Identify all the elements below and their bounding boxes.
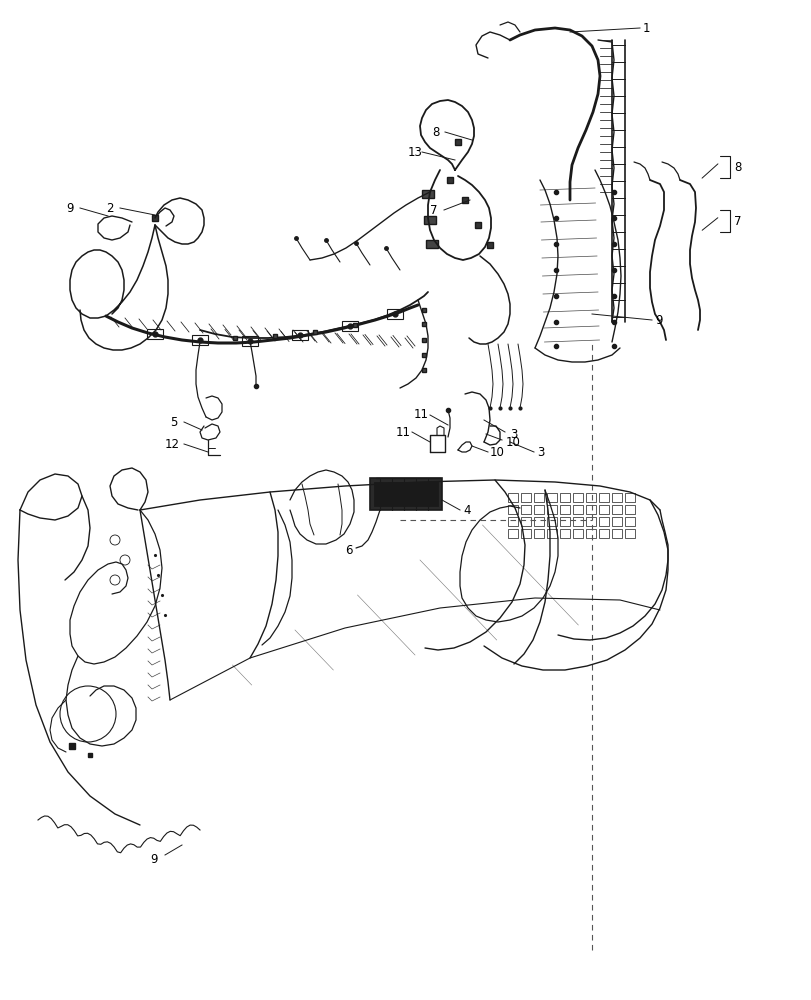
Text: 3: 3 xyxy=(536,446,543,458)
Bar xyxy=(586,493,595,502)
Bar xyxy=(191,335,208,345)
Bar xyxy=(547,493,556,502)
Text: 9: 9 xyxy=(66,202,74,215)
Bar xyxy=(341,321,358,331)
Bar xyxy=(560,493,569,502)
Text: 7: 7 xyxy=(430,204,437,217)
Bar xyxy=(534,517,543,526)
Bar xyxy=(292,330,307,340)
Bar xyxy=(611,493,621,502)
Bar xyxy=(147,329,163,339)
Bar xyxy=(242,336,258,346)
Bar xyxy=(547,505,556,514)
Text: 2: 2 xyxy=(106,202,114,215)
Bar xyxy=(422,190,433,198)
Bar xyxy=(547,517,556,526)
Bar xyxy=(374,482,437,506)
Text: 13: 13 xyxy=(407,146,423,159)
Bar xyxy=(599,505,608,514)
Text: 10: 10 xyxy=(505,436,520,448)
Bar xyxy=(573,493,582,502)
Text: 8: 8 xyxy=(733,161,740,174)
Bar xyxy=(387,309,402,319)
Bar xyxy=(611,529,621,538)
Bar xyxy=(534,529,543,538)
Text: 12: 12 xyxy=(165,438,180,450)
Bar xyxy=(599,493,608,502)
Bar xyxy=(508,529,517,538)
Bar xyxy=(573,517,582,526)
Bar xyxy=(534,505,543,514)
Text: 1: 1 xyxy=(642,22,650,35)
Text: 7: 7 xyxy=(733,215,740,228)
Bar xyxy=(573,529,582,538)
Bar xyxy=(534,493,543,502)
Text: 8: 8 xyxy=(431,126,439,139)
Bar xyxy=(560,529,569,538)
Bar xyxy=(599,529,608,538)
Bar xyxy=(508,505,517,514)
Bar xyxy=(508,493,517,502)
Text: 11: 11 xyxy=(414,408,428,422)
Text: 5: 5 xyxy=(169,416,177,428)
Bar xyxy=(611,505,621,514)
Bar xyxy=(521,529,530,538)
Bar xyxy=(521,517,530,526)
Bar xyxy=(573,505,582,514)
Bar xyxy=(547,529,556,538)
Bar xyxy=(611,517,621,526)
Text: 9: 9 xyxy=(654,314,662,326)
Bar xyxy=(423,216,436,224)
Text: 10: 10 xyxy=(489,446,504,458)
Text: 9: 9 xyxy=(150,853,157,866)
Bar xyxy=(508,517,517,526)
Text: 11: 11 xyxy=(396,426,410,438)
Bar xyxy=(586,505,595,514)
Bar xyxy=(560,517,569,526)
Bar xyxy=(521,505,530,514)
Bar xyxy=(624,529,634,538)
Bar xyxy=(586,529,595,538)
Bar xyxy=(624,517,634,526)
Text: 3: 3 xyxy=(509,428,517,440)
Bar xyxy=(624,505,634,514)
Bar xyxy=(599,517,608,526)
Bar xyxy=(521,493,530,502)
Bar xyxy=(624,493,634,502)
Text: 4: 4 xyxy=(462,504,470,516)
Bar xyxy=(370,478,441,510)
Text: 6: 6 xyxy=(345,544,352,558)
Bar xyxy=(586,517,595,526)
Bar xyxy=(426,240,437,248)
Bar xyxy=(560,505,569,514)
